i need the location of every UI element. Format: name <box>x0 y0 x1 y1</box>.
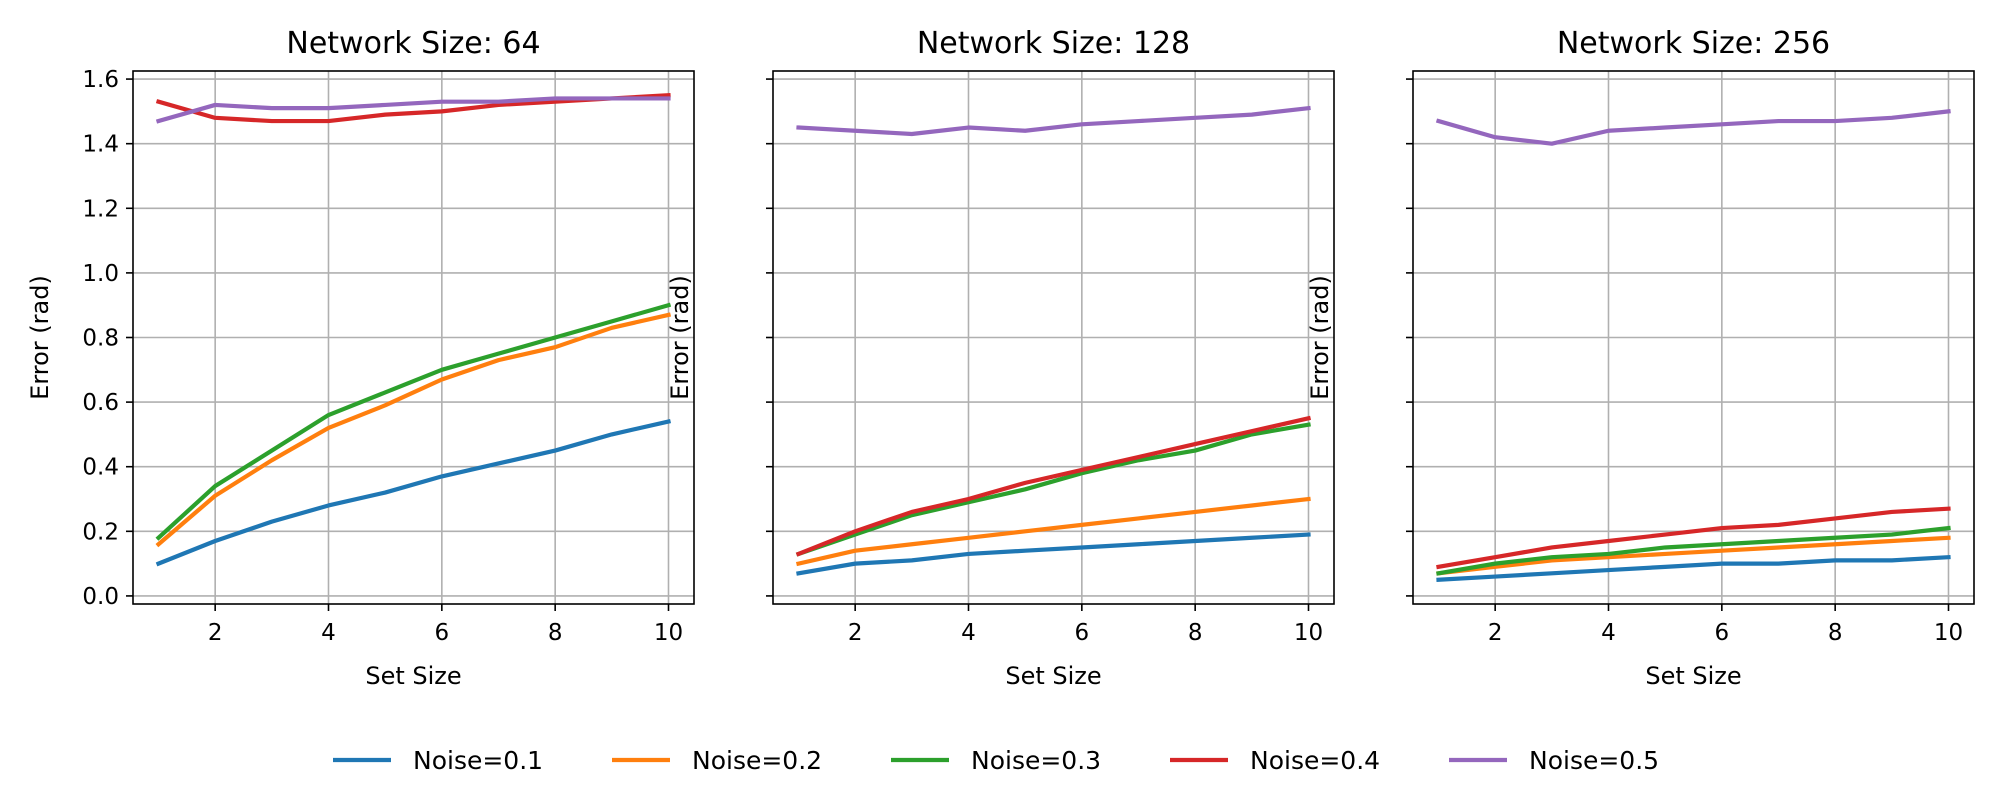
legend-item: Noise=0.5 <box>1449 746 1659 775</box>
x-tick-label: 2 <box>848 620 863 646</box>
legend-label: Noise=0.2 <box>692 746 822 775</box>
y-tick-label: 1.2 <box>82 196 119 222</box>
series-line-2 <box>795 496 1311 567</box>
y-tick-label: 0.0 <box>82 584 119 610</box>
chart-panel-3: 2 4 6 8 10 Network Size: 256 Set Size Error (ra… <box>1306 26 1975 690</box>
chart-panel-1: 2 4 6 8 10 0.0 0.2 0.4 0.6 0.8 1.0 1.2 1.4 1.6 Network… <box>26 26 695 690</box>
y-axis-label: Error (rad) <box>666 275 694 400</box>
series-line-4 <box>1436 506 1951 570</box>
y-tick-label: 0.6 <box>82 390 119 416</box>
y-axis-label: Error (rad) <box>26 275 54 400</box>
x-tick-label: 2 <box>208 620 223 646</box>
x-axis-label: Set Size <box>1645 662 1741 690</box>
series-line-1 <box>155 418 672 567</box>
x-tick-label: 10 <box>654 620 683 646</box>
y-tick-label: 1.0 <box>82 261 119 287</box>
x-tick-label: 2 <box>1488 620 1503 646</box>
legend-label: Noise=0.5 <box>1529 746 1659 775</box>
legend-item: Noise=0.3 <box>891 746 1101 775</box>
x-tick-label: 4 <box>321 620 336 646</box>
series-line-5 <box>796 105 1311 137</box>
legend-item: Noise=0.2 <box>612 746 822 775</box>
series-line-3 <box>155 302 672 541</box>
y-tick-label: 1.6 <box>82 67 119 93</box>
chart-panel-2: 2 4 6 8 10 Network Size: 128 Set Size Error (ra… <box>666 26 1335 690</box>
series-line-5 <box>155 96 671 124</box>
x-tick-label: 6 <box>1715 620 1730 646</box>
series-line-4 <box>795 415 1312 557</box>
chart-title: Network Size: 256 <box>1557 26 1830 61</box>
x-tick-label: 8 <box>1188 620 1203 646</box>
x-tick-label: 4 <box>961 620 976 646</box>
series-line-2 <box>1436 535 1951 576</box>
series-line-5 <box>1435 109 1951 146</box>
x-tick-label: 4 <box>1601 620 1616 646</box>
legend-label: Noise=0.3 <box>971 746 1101 775</box>
y-tick-label: 0.2 <box>82 519 119 545</box>
legend: Noise=0.1 Noise=0.2 Noise=0.3 Noise=0.4 Nois… <box>333 746 1659 775</box>
x-axis-label: Set Size <box>1005 662 1101 690</box>
x-tick-label: 6 <box>435 620 450 646</box>
chart-title: Network Size: 64 <box>286 26 540 61</box>
x-tick-label: 10 <box>1294 620 1323 646</box>
x-tick-label: 8 <box>1828 620 1843 646</box>
series-line-1 <box>1436 554 1951 582</box>
chart-title: Network Size: 128 <box>917 26 1190 61</box>
x-tick-label: 10 <box>1934 620 1963 646</box>
legend-label: Noise=0.1 <box>413 746 543 775</box>
x-tick-label: 8 <box>548 620 563 646</box>
y-axis-label: Error (rad) <box>1306 275 1334 400</box>
series-line-3 <box>795 422 1311 557</box>
legend-item: Noise=0.1 <box>333 746 543 775</box>
x-tick-label: 6 <box>1075 620 1090 646</box>
x-axis-label: Set Size <box>365 662 461 690</box>
series-line-2 <box>155 312 672 548</box>
series-line-3 <box>1436 525 1951 576</box>
legend-label: Noise=0.4 <box>1250 746 1380 775</box>
series-line-1 <box>796 532 1311 576</box>
y-tick-label: 0.4 <box>82 455 119 481</box>
chart-panels: 2 4 6 8 10 0.0 0.2 0.4 0.6 0.8 1.0 1.2 1.4 1.6 Network… <box>26 26 1975 690</box>
legend-item: Noise=0.4 <box>1170 746 1380 775</box>
y-tick-label: 1.4 <box>82 132 119 158</box>
y-tick-label: 0.8 <box>82 326 119 352</box>
